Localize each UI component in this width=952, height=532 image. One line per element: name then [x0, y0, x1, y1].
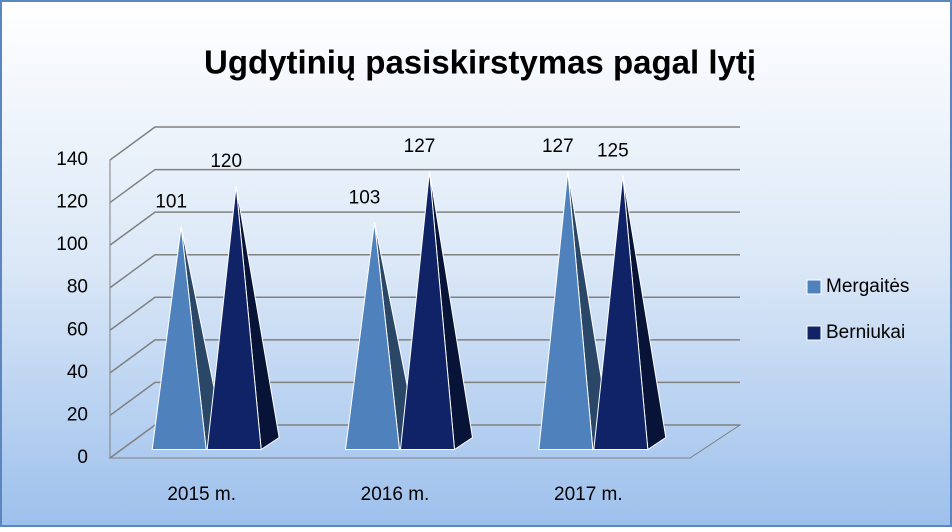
grid-line [109, 126, 740, 161]
y-tick-label: 80 [67, 277, 88, 298]
y-tick-label: 60 [67, 319, 88, 340]
y-tick-label: 100 [56, 234, 88, 255]
grid-line [109, 381, 740, 417]
pyramid-front [206, 186, 262, 450]
legend-swatch [806, 279, 822, 295]
data-label: 127 [404, 136, 436, 157]
grid-line [109, 296, 740, 331]
y-tick-label: 140 [56, 149, 88, 170]
y-tick-label: 20 [67, 404, 88, 425]
legend-swatch [806, 325, 822, 341]
grid-line [109, 211, 740, 246]
grid-line [109, 253, 740, 289]
y-tick-label: 120 [56, 192, 88, 213]
pyramid-front [151, 226, 207, 450]
grid-line [109, 339, 740, 374]
grid-line [109, 168, 740, 204]
legend-label: Berniukai [826, 322, 905, 343]
x-tick-label: 2017 m. [554, 484, 623, 505]
x-tick-label: 2016 m. [361, 484, 430, 505]
x-tick-label: 2015 m. [167, 484, 236, 505]
y-tick-label: 0 [77, 447, 88, 468]
data-label: 125 [597, 140, 629, 161]
data-label: 127 [542, 136, 574, 157]
y-tick-label: 40 [67, 362, 88, 383]
pyramid-front [593, 175, 649, 450]
data-label: 101 [155, 192, 187, 213]
pyramid-front [538, 171, 594, 450]
data-label: 103 [349, 187, 381, 208]
chart-title: Ugdytinių pasiskirstymas pagal lytį [204, 44, 756, 81]
pyramid-front [399, 171, 456, 450]
data-label: 120 [210, 151, 242, 172]
pyramid-front [344, 222, 401, 450]
legend-label: Mergaitės [826, 276, 909, 297]
